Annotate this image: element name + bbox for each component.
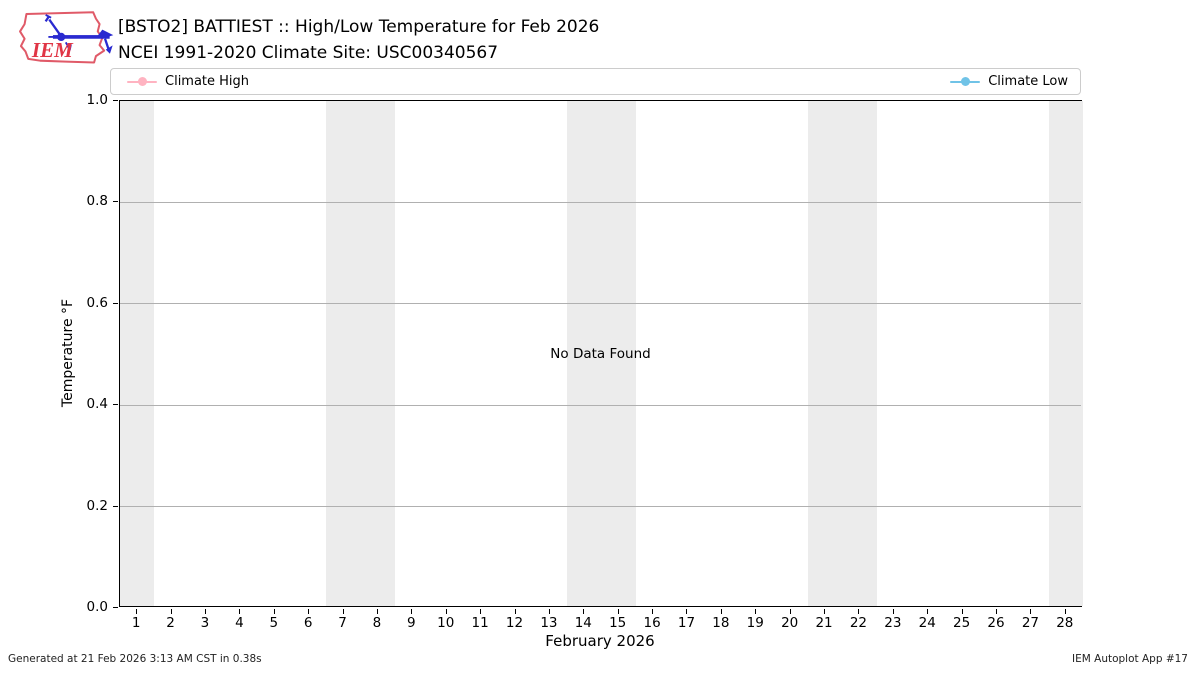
x-tick-mark [204, 609, 206, 614]
weekend-shading-band [1048, 101, 1083, 606]
x-tick-mark [136, 609, 138, 614]
x-tick-label: 28 [1056, 615, 1074, 631]
y-tick-label: 0.0 [86, 599, 108, 615]
x-tick-label: 19 [746, 615, 764, 631]
y-gridline [120, 303, 1081, 305]
no-data-annotation: No Data Found [550, 345, 651, 362]
x-tick-label: 16 [643, 615, 661, 631]
x-tick-label: 15 [609, 615, 627, 631]
x-tick-label: 2 [166, 615, 175, 631]
x-tick-label: 10 [437, 615, 455, 631]
x-axis-label: February 2026 [545, 632, 655, 650]
x-tick-mark [1064, 609, 1066, 614]
y-tick-label: 1.0 [86, 92, 108, 108]
iem-logo: IEM [19, 11, 114, 64]
footer-app-credit: IEM Autoplot App #17 [1072, 653, 1188, 665]
chart-title-block: [BSTO2] BATTIEST :: High/Low Temperature… [118, 14, 599, 66]
legend-item-climate-high: Climate High [127, 74, 249, 89]
chart-title: [BSTO2] BATTIEST :: High/Low Temperature… [118, 17, 600, 37]
y-gridline [120, 201, 1081, 203]
x-tick-mark [342, 609, 344, 614]
y-tick-label: 0.2 [86, 497, 108, 514]
x-tick-label: 12 [505, 615, 524, 631]
legend-item-label: Climate High [165, 74, 250, 89]
x-tick-label: 4 [235, 615, 244, 631]
y-tick-label: 0.6 [86, 294, 108, 311]
x-tick-label: 25 [953, 615, 971, 631]
x-tick-mark [273, 609, 275, 614]
x-tick-label: 27 [1021, 615, 1039, 631]
legend: Climate High Climate Low [110, 68, 1081, 95]
x-tick-label: 17 [677, 615, 696, 631]
x-tick-mark [514, 609, 516, 614]
x-tick-mark [755, 609, 757, 614]
weekend-shading-band [326, 101, 396, 606]
chart-subtitle: NCEI 1991-2020 Climate Site: USC00340567 [118, 43, 499, 63]
x-tick-mark [617, 609, 619, 614]
y-tick-mark [113, 302, 118, 304]
x-tick-mark [720, 609, 722, 614]
x-tick-mark [1030, 609, 1032, 614]
legend-marker-dot [137, 77, 147, 86]
x-tick-mark [583, 609, 585, 614]
x-tick-mark [445, 609, 447, 614]
x-tick-label: 23 [884, 615, 902, 631]
x-tick-mark [996, 609, 998, 614]
x-tick-label: 8 [372, 615, 382, 631]
x-tick-mark [411, 609, 413, 614]
x-tick-label: 21 [815, 615, 833, 631]
x-tick-mark [927, 609, 929, 614]
x-tick-label: 22 [849, 615, 868, 631]
y-tick-mark [113, 404, 118, 406]
legend-item-climate-low: Climate Low [950, 74, 1068, 89]
y-gridline [120, 506, 1081, 508]
legend-marker-dot [960, 77, 970, 86]
x-tick-label: 5 [269, 615, 279, 631]
x-tick-mark [239, 609, 241, 614]
legend-marker-icon [127, 77, 157, 86]
x-tick-mark [376, 609, 378, 614]
weekend-shading-band [120, 101, 155, 606]
legend-marker-icon [950, 77, 981, 86]
x-tick-label: 13 [540, 615, 558, 631]
x-tick-label: 14 [574, 615, 592, 631]
x-tick-mark [652, 609, 654, 614]
x-tick-label: 6 [303, 615, 313, 631]
logo-iem-text: IEM [31, 38, 74, 62]
x-tick-label: 11 [471, 615, 489, 631]
x-tick-mark [548, 609, 550, 614]
weekend-shading-band [807, 101, 877, 606]
y-tick-mark [113, 201, 118, 203]
y-tick-mark [113, 100, 118, 101]
weather-vane-icon [44, 14, 114, 54]
weekend-shading-band [567, 101, 636, 606]
y-tick-mark [113, 607, 118, 608]
y-tick-label: 0.4 [86, 396, 108, 413]
x-tick-mark [789, 609, 791, 614]
plot-area: No Data Found [119, 100, 1083, 607]
y-tick-label: 0.8 [86, 193, 108, 210]
legend-item-label: Climate Low [988, 74, 1068, 89]
x-tick-label: 1 [131, 615, 141, 631]
y-tick-mark [113, 505, 118, 507]
x-tick-mark [480, 609, 482, 614]
footer-generated-text: Generated at 21 Feb 2026 3:13 AM CST in … [8, 653, 262, 665]
x-tick-label: 24 [918, 615, 936, 631]
x-tick-label: 26 [987, 615, 1005, 631]
x-tick-mark [824, 609, 826, 614]
x-tick-mark [892, 609, 894, 614]
x-tick-mark [308, 609, 310, 614]
y-gridline [120, 404, 1081, 406]
x-tick-mark [858, 609, 860, 614]
x-tick-label: 3 [200, 615, 210, 631]
y-axis-label: Temperature °F [60, 298, 76, 408]
x-tick-label: 9 [407, 615, 416, 631]
x-tick-mark [170, 609, 172, 614]
x-tick-label: 7 [338, 615, 347, 631]
x-tick-mark [961, 609, 963, 614]
x-tick-label: 18 [712, 615, 730, 631]
x-tick-mark [686, 609, 688, 614]
x-tick-label: 20 [781, 615, 799, 631]
